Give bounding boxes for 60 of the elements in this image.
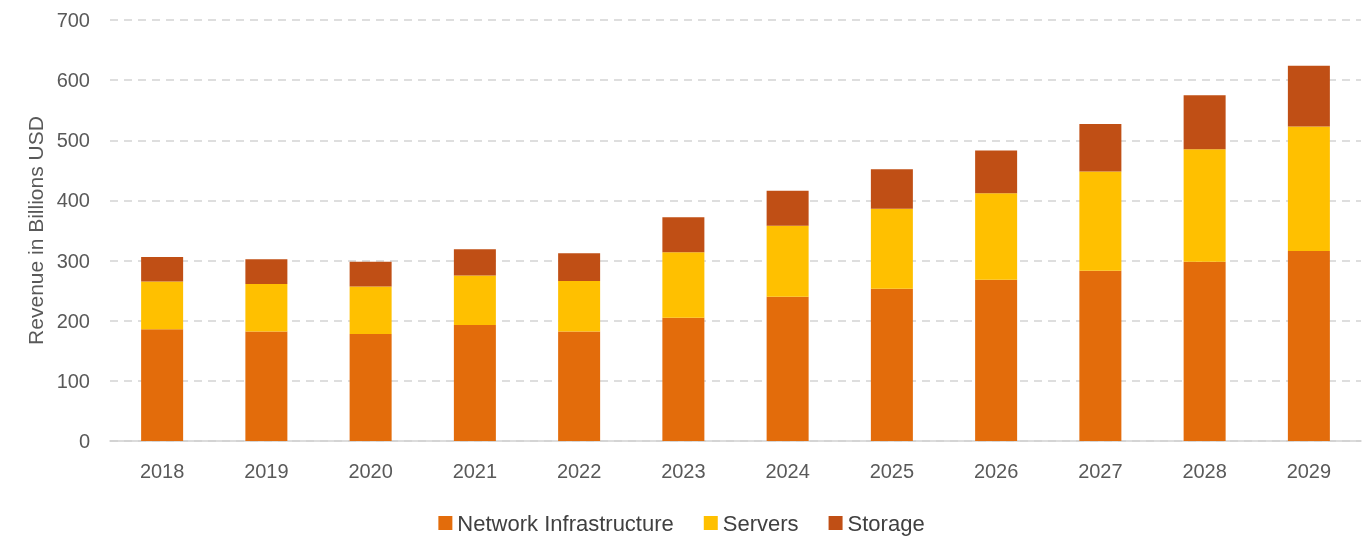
legend-label: Servers: [722, 510, 799, 536]
bar: [349, 333, 392, 441]
bar: [1079, 124, 1122, 172]
bar: [975, 150, 1018, 194]
bar: [662, 317, 705, 441]
y-axis-title: Revenue in Billions USD: [23, 116, 47, 345]
bar: [1183, 149, 1226, 262]
x-tick-label: 2024: [765, 460, 810, 482]
bar: [141, 256, 184, 282]
y-tick-label: 600: [56, 69, 90, 92]
bar: [1183, 261, 1226, 441]
bar: [870, 169, 913, 209]
bar: [349, 261, 392, 287]
y-tick-label: 0: [78, 430, 90, 452]
x-tick-label: 2021: [452, 460, 498, 482]
legend-label: Storage: [847, 510, 925, 536]
x-tick-label: 2025: [869, 460, 915, 482]
bar: [766, 190, 809, 226]
y-tick-label: 500: [56, 129, 90, 152]
x-tick-label: 2022: [556, 460, 602, 482]
bar: [1079, 171, 1122, 271]
y-tick-label: 400: [56, 189, 90, 212]
bar: [141, 329, 184, 441]
bar: [1079, 270, 1122, 441]
legend-label: Network Infrastructure: [457, 510, 674, 536]
y-tick-label: 700: [56, 9, 90, 31]
bar: [870, 208, 913, 289]
bar: [141, 281, 184, 330]
bar: [662, 217, 705, 253]
x-tick-label: 2028: [1182, 460, 1227, 482]
y-tick-label: 200: [56, 309, 90, 332]
bar: [1183, 95, 1226, 150]
x-tick-label: 2029: [1286, 460, 1332, 482]
bar: [453, 275, 496, 325]
bar: [870, 288, 913, 441]
bar: [558, 253, 601, 282]
x-tick-label: 2018: [139, 460, 185, 482]
bar: [766, 296, 809, 441]
bar: [453, 324, 496, 441]
bar: [975, 193, 1018, 280]
bar: [558, 281, 601, 332]
bar: [245, 331, 288, 441]
bar: [558, 331, 601, 441]
bar: [453, 249, 496, 276]
bar: [975, 279, 1018, 441]
bar: [766, 225, 809, 297]
x-tick-label: 2023: [661, 460, 706, 482]
y-tick-label: 300: [56, 249, 90, 272]
x-tick-label: 2026: [973, 460, 1019, 482]
bar: [662, 252, 705, 318]
bar: [1287, 250, 1330, 441]
bar: [349, 286, 392, 334]
bar: [245, 259, 288, 285]
x-tick-label: 2027: [1078, 460, 1123, 482]
x-tick-label: 2019: [244, 460, 289, 482]
bar: [245, 284, 288, 332]
y-tick-label: 100: [56, 369, 90, 392]
bar: [1287, 65, 1330, 127]
x-tick-label: 2020: [348, 460, 393, 482]
bar: [1287, 126, 1330, 251]
